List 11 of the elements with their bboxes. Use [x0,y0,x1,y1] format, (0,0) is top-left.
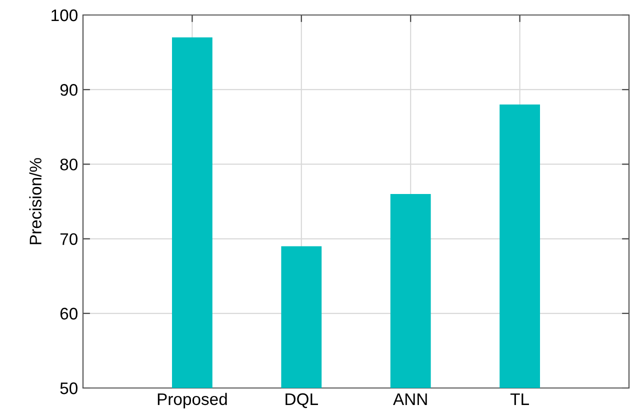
y-tick-label: 80 [60,158,78,170]
x-tick-label: ANN [393,393,427,405]
y-tick-label: 70 [60,233,78,246]
x-tick-label: TL [510,393,529,405]
y-tick-label: 100 [52,9,78,22]
x-tick-label: Proposed [158,392,227,408]
y-tick-label: 90 [60,84,78,96]
y-tick-label: 60 [60,308,78,320]
x-tick-label: DQL [286,393,318,408]
y-axis-title: Precision/% [29,158,42,244]
y-tick-label: 50 [60,382,78,394]
